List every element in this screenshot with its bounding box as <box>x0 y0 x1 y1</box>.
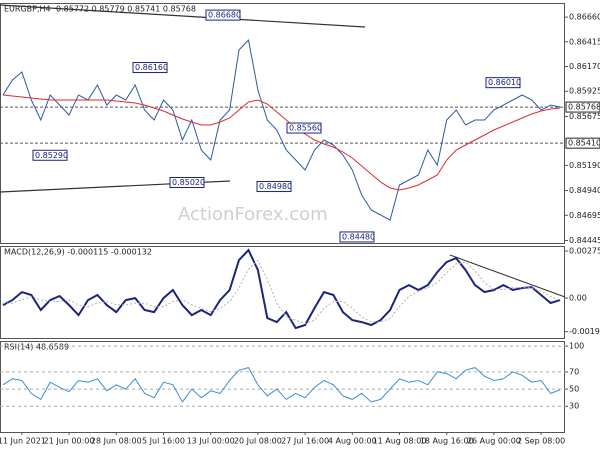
x-tick-label: 26 Aug 00:00 <box>467 437 521 446</box>
price-annotation: 0.84480 <box>342 232 375 241</box>
level-box <box>565 101 600 113</box>
y-tick-label: 0.86660 <box>569 13 600 22</box>
x-tick-label: 13 Jul 00:00 <box>187 437 235 446</box>
y-tick-label: 70 <box>569 367 579 376</box>
y-tick-label: 0.85925 <box>569 87 600 96</box>
series-line <box>2 248 561 330</box>
price-annotation: 0.86010 <box>488 78 521 87</box>
level-label: 0.85410 <box>568 139 600 148</box>
y-tick-label: 0.85190 <box>569 161 600 170</box>
level-label: 0.85768 <box>568 103 600 112</box>
price-annotation: 0.85020 <box>172 178 205 187</box>
x-tick-label: 5 Jul 16:00 <box>142 437 185 446</box>
watermark: ActionForex.com <box>178 204 328 225</box>
x-tick-label: 21 Jun 00:00 <box>44 437 95 446</box>
y-tick-label: 0.00 <box>569 294 587 303</box>
price-annotation-box <box>169 176 205 188</box>
y-tick-label: 50 <box>569 385 579 394</box>
rsi-panel <box>0 341 565 433</box>
series-line <box>2 367 561 403</box>
y-tick-label: 0.84445 <box>569 236 600 245</box>
x-tick-label: 11 Aug 08:00 <box>373 437 427 446</box>
level-box <box>565 137 600 149</box>
x-tick-label: 11 Jun 2021 <box>0 437 46 446</box>
price-annotation-box <box>205 9 241 21</box>
price-annotation-box <box>485 77 521 89</box>
panel-title: RSI(14) 48.6589 <box>4 343 69 352</box>
price-annotation-box <box>132 62 168 74</box>
y-tick-label: 0.002755 <box>569 247 600 256</box>
macd-panel <box>0 246 565 339</box>
series-line <box>2 38 561 221</box>
trendline <box>0 4 366 28</box>
price-annotation-box <box>339 231 375 243</box>
price-annotation-box <box>32 149 68 161</box>
y-tick-label: 100 <box>569 342 584 351</box>
y-tick-label: 0.86415 <box>569 37 600 46</box>
y-tick-label: 0.84940 <box>569 186 600 195</box>
x-tick-label: 28 Jun 08:00 <box>91 437 142 446</box>
price-annotation-box <box>256 181 292 193</box>
chart-subtitle: 0.85772 0.85779 0.85741 0.85768 <box>56 5 196 14</box>
x-tick-label: 27 Jul 16:00 <box>281 437 329 446</box>
y-tick-label: 0.85675 <box>569 112 600 121</box>
series-line <box>2 94 561 191</box>
series-line <box>3 259 561 325</box>
price-annotation: 0.84980 <box>259 182 292 191</box>
x-tick-label: 18 Aug 16:00 <box>420 437 474 446</box>
y-tick-label: -0.001968 <box>569 327 600 336</box>
x-tick-label: 2 Sep 08:00 <box>517 437 565 446</box>
price-annotation: 0.86680 <box>208 11 241 20</box>
panel-title: MACD(12,26,9) -0.000115 -0.000132 <box>4 248 152 257</box>
y-tick-label: 30 <box>569 402 579 411</box>
price-annotation-box <box>286 122 322 134</box>
trendline <box>449 254 566 298</box>
y-tick-label: 0.84695 <box>569 211 600 220</box>
x-tick-label: 20 Jul 08:00 <box>234 437 282 446</box>
x-tick-label: 4 Aug 00:00 <box>328 437 377 446</box>
price-annotation: 0.85290 <box>35 151 68 160</box>
price-panel <box>0 3 565 244</box>
price-annotation: 0.85560 <box>289 124 322 133</box>
price-annotation: 0.86160 <box>135 63 168 72</box>
y-tick-label: 0.86170 <box>569 62 600 71</box>
chart-title: EURGBP,H4 <box>4 5 51 14</box>
